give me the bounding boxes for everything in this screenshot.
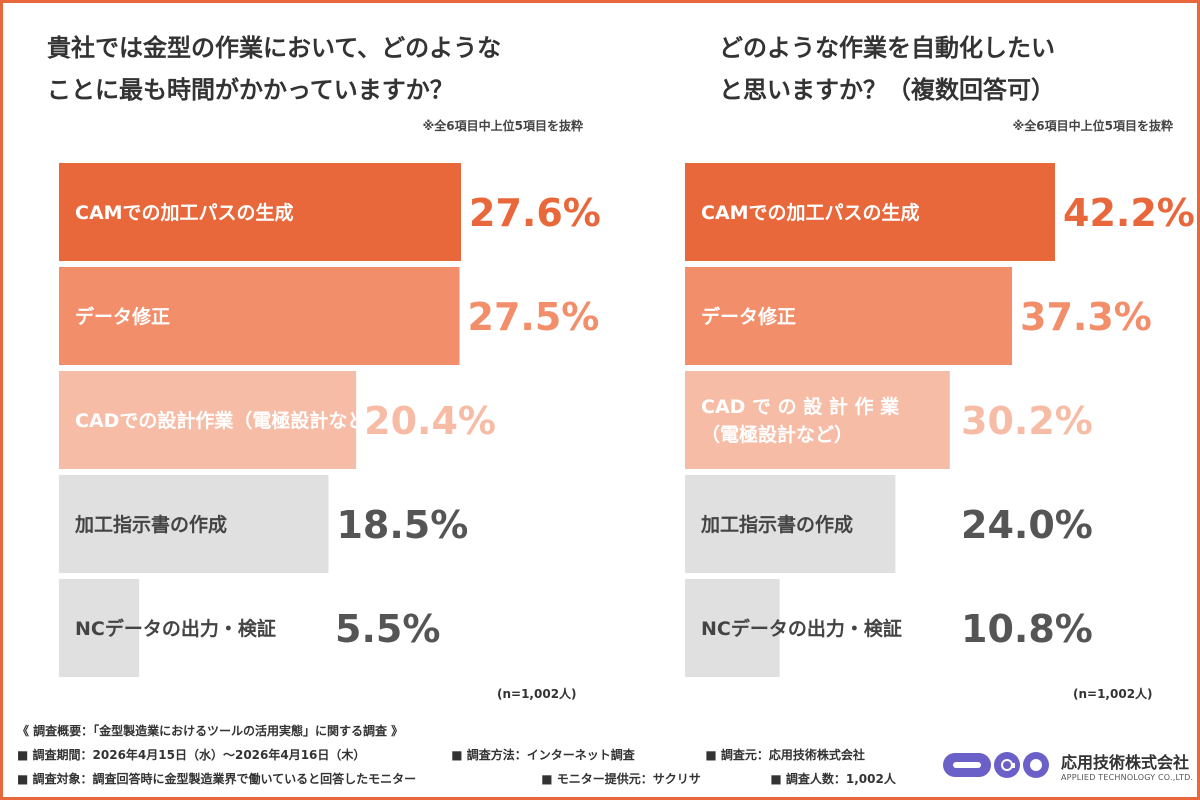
right-chart-svg: CAMでの加工パスの生成 42.2% データ修正 37.3% CAD で の 設 計 作… <box>685 163 1195 677</box>
left-value-label-1: 27.6% <box>469 191 601 235</box>
right-value-label-1: 42.2% <box>1063 191 1195 235</box>
survey-overview: 《 調査概要：「金型製造業におけるツールの活用実態」に関する調査 》 ■ 調査期… <box>17 719 896 791</box>
logo-mark-icon <box>943 752 1049 778</box>
survey-heading: 《 調査概要：「金型製造業におけるツールの活用実態」に関する調査 》 <box>17 724 404 738</box>
right-bar-1 <box>685 163 1055 261</box>
left-category-label-5: NCデータの出力・検証 <box>75 617 276 640</box>
left-value-label-3: 20.4% <box>364 399 496 443</box>
survey-method: ■ 調査方法：インターネット調査 <box>451 748 635 762</box>
right-value-label-2: 37.3% <box>1020 295 1152 339</box>
survey-provider: ■ モニター提供元：サクリサ <box>541 772 701 786</box>
left-category-label-3: CADでの設計作業（電極設計など） <box>75 409 385 432</box>
company-logo: 応用技術株式会社 APPLIED TECHNOLOGY CO.,LTD. <box>941 747 1194 787</box>
company-name-en: APPLIED TECHNOLOGY CO.,LTD. <box>1061 773 1194 782</box>
right-category-label-1: CAMでの加工パスの生成 <box>701 201 920 224</box>
left-title: 貴社では金型の作業において、どのような ことに最も時間がかかっていますか？ <box>47 27 501 111</box>
right-value-label-3: 30.2% <box>961 399 1093 443</box>
right-bar-4 <box>685 475 896 573</box>
right-category-label-3: CAD で の 設 計 作 業（電極設計など） <box>701 395 900 446</box>
right-value-label-4: 24.0% <box>961 503 1093 547</box>
left-bar-2 <box>59 267 460 365</box>
right-title-line-2: と思いますか？（複数回答可） <box>719 76 1055 104</box>
right-value-label-5: 10.8% <box>961 607 1093 651</box>
right-bar-3 <box>685 371 950 469</box>
left-value-label-4: 18.5% <box>336 503 468 547</box>
right-category-label-2: データ修正 <box>701 305 796 328</box>
survey-source: ■ 調査元：応用技術株式会社 <box>705 748 865 762</box>
right-bar-2 <box>685 267 1013 365</box>
survey-period: ■ 調査期間：2026年4月15日（水）〜2026年4月16日（木） <box>17 748 366 762</box>
survey-count: ■ 調査人数：1,002人 <box>770 772 896 786</box>
right-category-label-4: 加工指示書の作成 <box>700 513 853 536</box>
right-title-line-1: どのような作業を自動化したい <box>719 34 1055 62</box>
left-sample-size: (n=1,002人) <box>497 687 577 701</box>
left-bar-chart: CAMでの加工パスの生成 27.6% データ修正 27.5% CADでの設計作業（電極設… <box>59 163 619 683</box>
left-note: ※全6項目中上位5項目を抜粋 <box>422 119 583 133</box>
left-value-label-2: 27.5% <box>468 295 600 339</box>
company-name: 応用技術株式会社 <box>1061 753 1190 772</box>
right-sample-size: (n=1,002人) <box>1073 687 1153 701</box>
survey-row-2: ■ 調査対象：調査回答時に金型製造業界で働いていると回答したモニター ■ モニタ… <box>17 767 896 791</box>
left-bar-5 <box>59 579 140 677</box>
left-bar-4 <box>59 475 329 573</box>
left-category-label-4: 加工指示書の作成 <box>74 513 227 536</box>
right-category-label-5: NCデータの出力・検証 <box>701 617 902 640</box>
left-bar-1 <box>59 163 461 261</box>
right-note: ※全6項目中上位5項目を抜粋 <box>1012 119 1173 133</box>
left-bar-3 <box>59 371 357 469</box>
left-category-label-2: データ修正 <box>75 305 170 328</box>
right-title: どのような作業を自動化したい と思いますか？（複数回答可） <box>719 27 1055 111</box>
survey-target: ■ 調査対象：調査回答時に金型製造業界で働いていると回答したモニター <box>17 772 417 786</box>
left-category-label-1: CAMでの加工パスの生成 <box>75 201 294 224</box>
right-bar-5 <box>685 579 780 677</box>
left-title-line-2: ことに最も時間がかかっていますか？ <box>47 76 454 104</box>
survey-row-1: ■ 調査期間：2026年4月15日（水）〜2026年4月16日（木） ■ 調査方… <box>17 743 896 767</box>
left-chart-svg: CAMでの加工パスの生成 27.6% データ修正 27.5% CADでの設計作業（電極設… <box>59 163 601 677</box>
left-title-line-1: 貴社では金型の作業において、どのような <box>47 34 502 62</box>
left-value-label-5: 5.5% <box>335 607 440 651</box>
right-bar-chart: CAMでの加工パスの生成 42.2% データ修正 37.3% CAD で の 設 計 作… <box>685 163 1200 683</box>
